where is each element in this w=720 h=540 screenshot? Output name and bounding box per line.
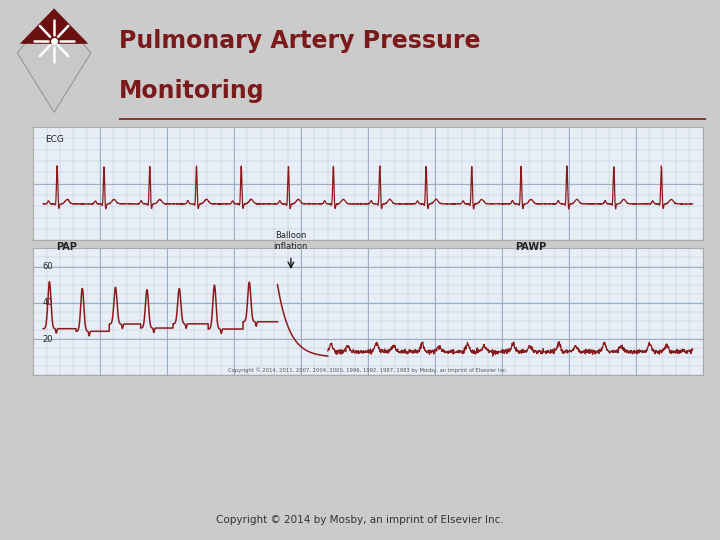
Polygon shape	[17, 9, 91, 112]
Polygon shape	[21, 9, 88, 43]
Text: ECG: ECG	[45, 135, 64, 144]
Text: Pulmonary Artery Pressure: Pulmonary Artery Pressure	[119, 29, 480, 53]
Text: PAWP: PAWP	[516, 242, 546, 252]
Text: Monitoring: Monitoring	[119, 79, 264, 103]
Text: Copyright © 2014, 2011, 2007, 2004, 2000, 1996, 1992, 1987, 1983 by Mosby, an im: Copyright © 2014, 2011, 2007, 2004, 2000…	[228, 367, 508, 373]
Text: Copyright © 2014 by Mosby, an imprint of Elsevier Inc.: Copyright © 2014 by Mosby, an imprint of…	[216, 515, 504, 525]
Text: Balloon
inflation: Balloon inflation	[274, 231, 308, 251]
Text: 20: 20	[42, 335, 53, 343]
Text: 40: 40	[42, 298, 53, 307]
Text: PAP: PAP	[57, 242, 78, 252]
Text: 60: 60	[42, 262, 53, 271]
